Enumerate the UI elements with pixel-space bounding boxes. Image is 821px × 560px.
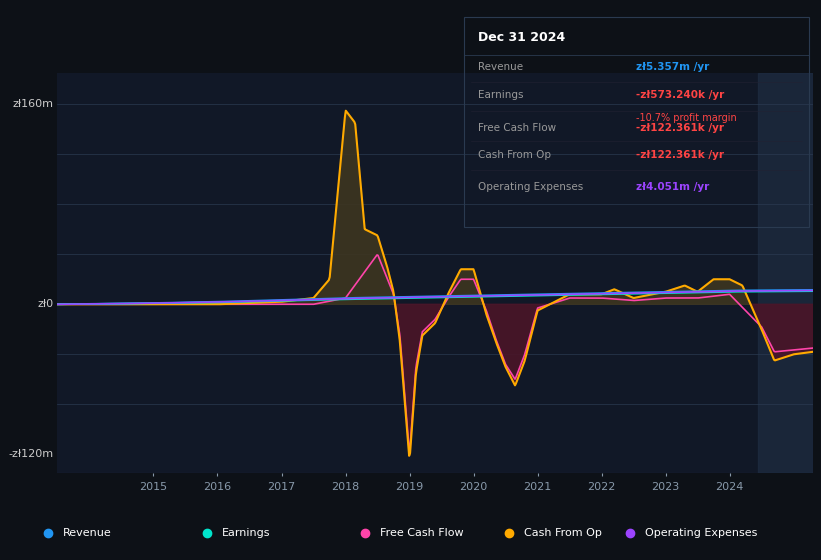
Text: zł4.051m /yr: zł4.051m /yr (636, 182, 709, 192)
Text: -zł122.361k /yr: -zł122.361k /yr (636, 151, 724, 160)
Text: Revenue: Revenue (63, 529, 112, 538)
Text: -zł120m: -zł120m (8, 450, 53, 459)
Text: zł5.357m /yr: zł5.357m /yr (636, 62, 709, 72)
Text: zł0: zł0 (38, 299, 53, 309)
Text: -zł122.361k /yr: -zł122.361k /yr (636, 123, 724, 133)
Text: zł160m: zł160m (12, 99, 53, 109)
Text: Operating Expenses: Operating Expenses (644, 529, 757, 538)
Text: Dec 31 2024: Dec 31 2024 (478, 31, 565, 44)
Bar (759, 73, 813, 473)
Text: Cash From Op: Cash From Op (524, 529, 602, 538)
Text: Earnings: Earnings (222, 529, 270, 538)
Text: -zł573.240k /yr: -zł573.240k /yr (636, 90, 724, 100)
Text: Free Cash Flow: Free Cash Flow (380, 529, 464, 538)
Text: Revenue: Revenue (478, 62, 523, 72)
Text: Cash From Op: Cash From Op (478, 151, 551, 160)
Text: Earnings: Earnings (478, 90, 523, 100)
Text: -10.7% profit margin: -10.7% profit margin (636, 113, 737, 123)
Text: Free Cash Flow: Free Cash Flow (478, 123, 556, 133)
Text: Operating Expenses: Operating Expenses (478, 182, 583, 192)
